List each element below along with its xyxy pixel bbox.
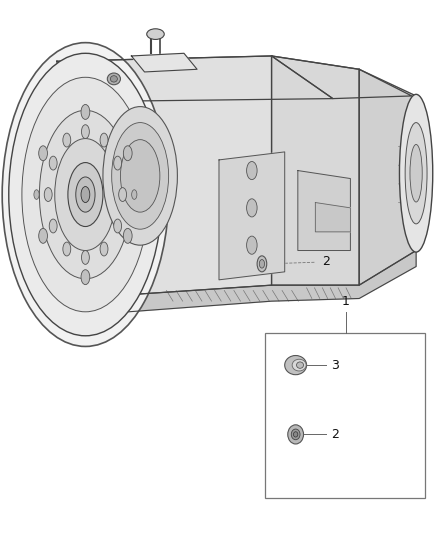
Ellipse shape: [103, 107, 177, 245]
Ellipse shape: [410, 144, 422, 202]
Text: 3: 3: [331, 359, 339, 372]
Ellipse shape: [291, 429, 300, 440]
Polygon shape: [272, 56, 359, 285]
Ellipse shape: [292, 359, 306, 371]
Polygon shape: [219, 152, 285, 280]
Ellipse shape: [247, 236, 257, 254]
Ellipse shape: [124, 146, 132, 161]
Ellipse shape: [132, 190, 137, 199]
Ellipse shape: [112, 123, 169, 229]
Ellipse shape: [119, 188, 127, 201]
Ellipse shape: [293, 432, 298, 437]
Ellipse shape: [107, 73, 120, 85]
Ellipse shape: [39, 228, 47, 243]
Ellipse shape: [247, 199, 257, 217]
Ellipse shape: [39, 146, 47, 161]
Polygon shape: [359, 69, 416, 285]
Ellipse shape: [405, 123, 427, 224]
Ellipse shape: [114, 156, 122, 170]
Ellipse shape: [63, 242, 71, 256]
Ellipse shape: [120, 140, 160, 212]
Ellipse shape: [247, 161, 257, 180]
Ellipse shape: [81, 125, 89, 139]
Polygon shape: [57, 56, 333, 101]
Ellipse shape: [100, 133, 108, 147]
Ellipse shape: [49, 156, 57, 170]
Ellipse shape: [81, 270, 90, 285]
Ellipse shape: [81, 251, 89, 264]
Ellipse shape: [63, 133, 71, 147]
Ellipse shape: [285, 356, 307, 375]
Polygon shape: [57, 56, 272, 300]
Ellipse shape: [110, 76, 117, 82]
Polygon shape: [57, 251, 416, 317]
Ellipse shape: [44, 188, 52, 201]
Ellipse shape: [81, 187, 90, 203]
Ellipse shape: [81, 104, 90, 119]
Ellipse shape: [288, 425, 304, 444]
Polygon shape: [298, 171, 350, 251]
Ellipse shape: [49, 219, 57, 233]
Ellipse shape: [257, 256, 267, 272]
Ellipse shape: [34, 190, 39, 199]
Text: 2: 2: [322, 255, 330, 268]
Polygon shape: [131, 53, 197, 72]
Bar: [265, 333, 425, 498]
Ellipse shape: [39, 110, 131, 279]
Text: 2: 2: [331, 428, 339, 441]
Text: 1: 1: [342, 295, 350, 308]
Polygon shape: [315, 203, 350, 232]
Ellipse shape: [124, 228, 132, 243]
Ellipse shape: [114, 219, 122, 233]
Ellipse shape: [259, 260, 265, 268]
Ellipse shape: [76, 177, 95, 212]
Ellipse shape: [22, 77, 149, 312]
Ellipse shape: [2, 43, 169, 346]
Ellipse shape: [399, 94, 433, 252]
Ellipse shape: [297, 362, 304, 368]
Ellipse shape: [147, 29, 164, 39]
Ellipse shape: [9, 53, 162, 336]
Text: 3: 3: [70, 72, 78, 85]
Ellipse shape: [100, 242, 108, 256]
Ellipse shape: [55, 139, 116, 251]
Polygon shape: [272, 56, 412, 99]
Ellipse shape: [68, 163, 103, 227]
